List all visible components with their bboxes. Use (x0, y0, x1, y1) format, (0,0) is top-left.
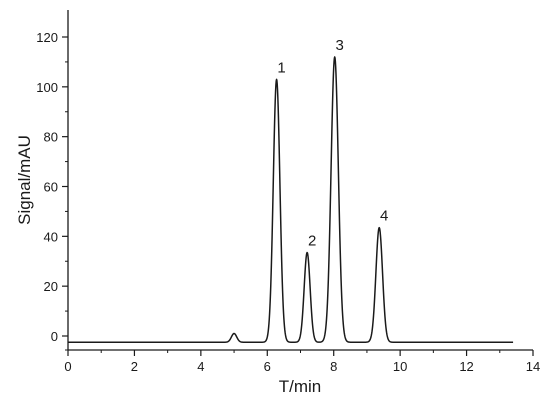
x-tick-label: 8 (330, 359, 337, 374)
peak-label-4: 4 (380, 208, 388, 225)
y-axis-ticks: 0 20 40 60 80 100 120 (36, 30, 68, 351)
x-tick-label: 2 (131, 359, 138, 374)
y-tick-label: 0 (51, 329, 58, 344)
y-tick-label: 100 (36, 80, 58, 95)
x-tick-label: 10 (393, 359, 407, 374)
peak-label-3: 3 (336, 37, 344, 54)
x-tick-label: 12 (459, 359, 473, 374)
x-axis-title: T/min (279, 377, 322, 396)
x-tick-label: 6 (264, 359, 271, 374)
y-tick-label: 20 (44, 279, 58, 294)
peak-label-2: 2 (308, 233, 316, 250)
plot-area (67, 56, 514, 343)
x-axis-ticks: 0 2 4 6 8 10 12 14 (64, 350, 540, 374)
y-tick-label: 40 (44, 229, 58, 244)
y-tick-label: 120 (36, 30, 58, 45)
x-tick-label: 4 (197, 359, 204, 374)
x-tick-label: 0 (64, 359, 71, 374)
peak-label-1: 1 (277, 59, 285, 76)
signal-trace (67, 56, 514, 343)
y-tick-label: 60 (44, 180, 58, 195)
x-tick-label: 14 (526, 359, 540, 374)
peak-labels: 1 2 3 4 (277, 37, 388, 250)
y-tick-label: 80 (44, 130, 58, 145)
y-axis-title: Signal/mAU (15, 135, 34, 225)
